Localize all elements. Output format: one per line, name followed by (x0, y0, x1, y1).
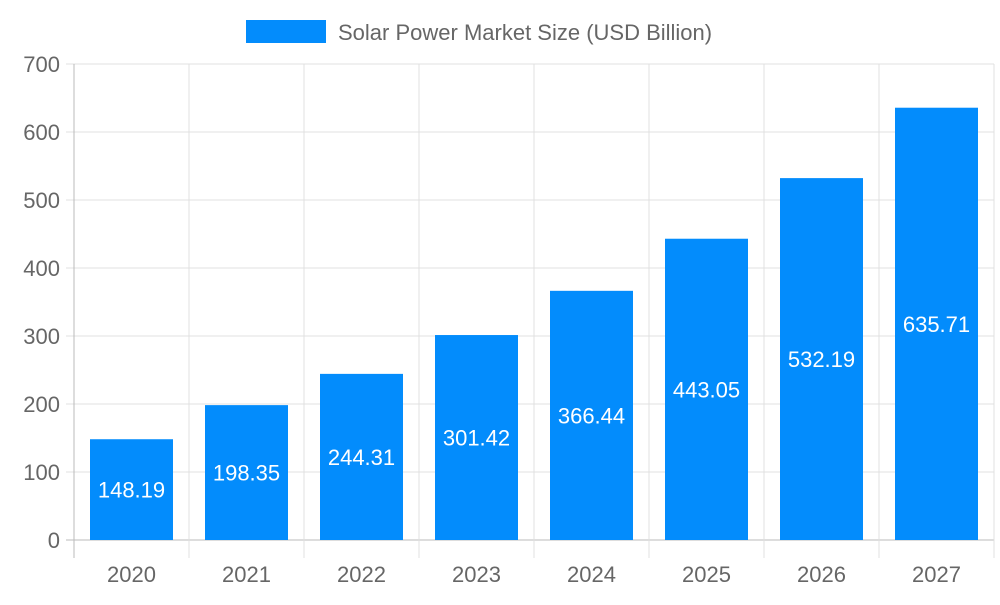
bar (780, 178, 863, 541)
x-tick-label: 2020 (107, 562, 156, 587)
data-label: 244.31 (328, 445, 395, 470)
x-tick-label: 2021 (222, 562, 271, 587)
data-label: 635.71 (903, 312, 970, 337)
bar (665, 238, 748, 540)
x-tick-label: 2026 (797, 562, 846, 587)
bar (550, 290, 633, 540)
bar (90, 439, 173, 540)
y-tick-label: 500 (23, 188, 60, 213)
y-tick-label: 0 (48, 528, 60, 553)
bar (205, 405, 288, 540)
x-tick-label: 2027 (912, 562, 961, 587)
grid (66, 63, 995, 558)
bar (895, 107, 978, 541)
legend-swatch (246, 20, 326, 43)
y-tick-label: 600 (23, 120, 60, 145)
y-tick-label: 700 (23, 52, 60, 77)
y-tick-label: 200 (23, 392, 60, 417)
legend-label: Solar Power Market Size (USD Billion) (338, 20, 712, 45)
x-tick-label: 2025 (682, 562, 731, 587)
bars: 148.19 198.35 244.31 301.42 366.44 443.05 532.… (90, 107, 978, 541)
data-label: 532.19 (788, 347, 855, 372)
x-tick-label: 2024 (567, 562, 616, 587)
data-label: 148.19 (98, 478, 165, 503)
x-tick-label: 2023 (452, 562, 501, 587)
legend[interactable]: Solar Power Market Size (USD Billion) (246, 20, 712, 45)
data-label: 443.05 (673, 377, 740, 402)
data-label: 198.35 (213, 461, 280, 486)
y-tick-label: 400 (23, 256, 60, 281)
data-label: 366.44 (558, 403, 625, 428)
y-tick-label: 300 (23, 324, 60, 349)
data-label: 301.42 (443, 426, 510, 451)
y-tick-label: 100 (23, 460, 60, 485)
axes: 0 100 200 300 400 500 600 700 2020 2021 2022 2023 20… (23, 52, 961, 587)
bar (435, 335, 518, 540)
bar (320, 373, 403, 540)
x-tick-label: 2022 (337, 562, 386, 587)
